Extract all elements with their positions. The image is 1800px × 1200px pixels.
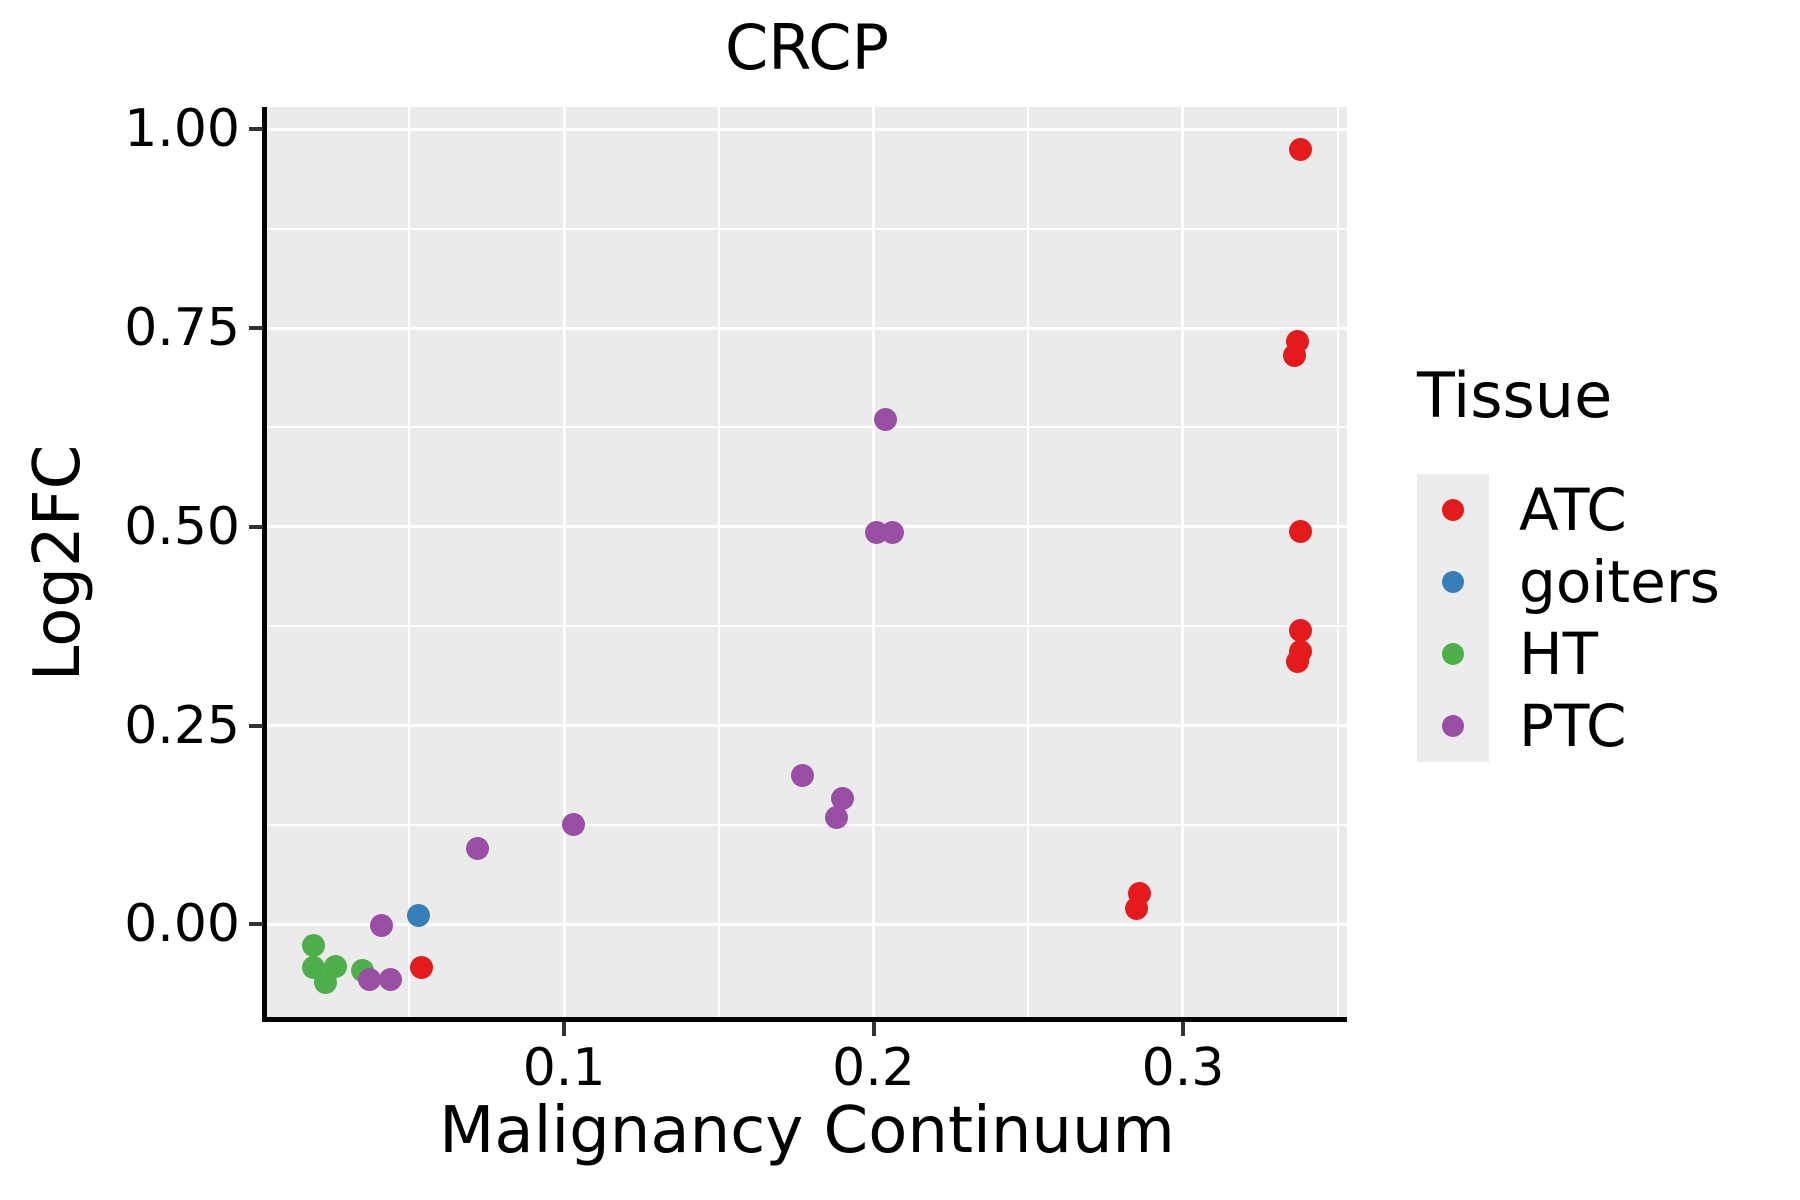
legend-item-PTC: PTC [1417,690,1720,763]
data-point-PTC [874,407,898,431]
legend-item-label: HT [1519,620,1599,689]
major-gridline-y [267,326,1347,330]
minor-gridline-y [267,625,1347,628]
data-point-HT [301,933,325,957]
legend-key-box [1417,546,1489,619]
legend-item-goiters: goiters [1417,546,1720,619]
plot-title: CRCP [725,11,889,84]
data-point-ATC [1282,343,1306,367]
minor-gridline-y [267,426,1347,429]
legend-item-label: PTC [1519,692,1627,761]
data-point-ATC [1285,649,1309,673]
y-tick-label: 0.50 [124,496,240,557]
data-point-PTC [880,520,904,544]
data-point-ATC [1125,896,1149,920]
x-tick-mark [1180,1022,1185,1036]
major-gridline-y [267,127,1347,131]
legend-key-box [1417,618,1489,691]
y-tick-label: 0.25 [124,695,240,756]
x-axis-title: Malignancy Continuum [439,1094,1175,1168]
legend: Tissue ATC goiters HT PTC [1417,359,1720,763]
x-tick-mark [871,1022,876,1036]
y-tick-label: 0.75 [124,298,240,359]
y-tick-mark [249,127,263,132]
minor-gridline-y [267,823,1347,826]
x-axis-line [262,1017,1347,1022]
legend-item-label: ATC [1519,476,1627,545]
minor-gridline-x [1336,107,1339,1019]
x-tick-mark [562,1022,567,1036]
x-tick-label: 0.1 [522,1038,606,1098]
minor-gridline-x [408,107,411,1019]
data-point-PTC [790,764,814,788]
legend-dot-icon [1442,715,1464,738]
data-point-PTC [561,812,585,836]
minor-gridline-y [267,227,1347,230]
y-tick-mark [249,326,263,331]
y-tick-label: 0.00 [124,894,240,955]
legend-item-HT: HT [1417,618,1720,691]
data-point-PTC [379,967,403,991]
y-tick-mark [249,723,263,728]
legend-item-ATC: ATC [1417,474,1720,547]
major-gridline-x [872,107,876,1019]
data-point-ATC [1289,520,1313,544]
y-tick-label: 1.00 [124,99,240,160]
major-gridline-y [267,724,1347,728]
data-point-ATC [1289,137,1313,161]
plot-panel [267,107,1347,1019]
legend-key-box [1417,690,1489,763]
data-point-ATC [1289,618,1313,642]
data-point-PTC [357,967,381,991]
legend-dot-icon [1442,643,1464,666]
data-point-ATC [410,955,434,979]
minor-gridline-x [1027,107,1030,1019]
legend-dot-icon [1442,571,1464,594]
y-axis-title: Log2FC [20,444,95,682]
y-tick-mark [249,922,263,927]
data-point-PTC [465,836,489,860]
major-gridline-y [267,922,1347,926]
y-axis-line [262,107,267,1022]
data-point-HT [314,970,338,994]
x-tick-label: 0.3 [1141,1038,1225,1098]
x-tick-label: 0.2 [832,1038,915,1098]
data-point-PTC [369,913,393,937]
data-point-goiters [407,904,431,928]
minor-gridline-x [717,107,720,1019]
major-gridline-x [1181,107,1185,1019]
major-gridline-y [267,525,1347,529]
data-point-PTC [831,787,855,811]
data-point-PTC [824,806,848,830]
y-tick-mark [249,524,263,529]
legend-title: Tissue [1417,359,1613,432]
legend-dot-icon [1442,499,1464,522]
major-gridline-x [562,107,566,1019]
legend-items: ATC goiters HT PTC [1417,474,1720,763]
legend-item-label: goiters [1519,548,1720,617]
legend-key-box [1417,474,1489,547]
